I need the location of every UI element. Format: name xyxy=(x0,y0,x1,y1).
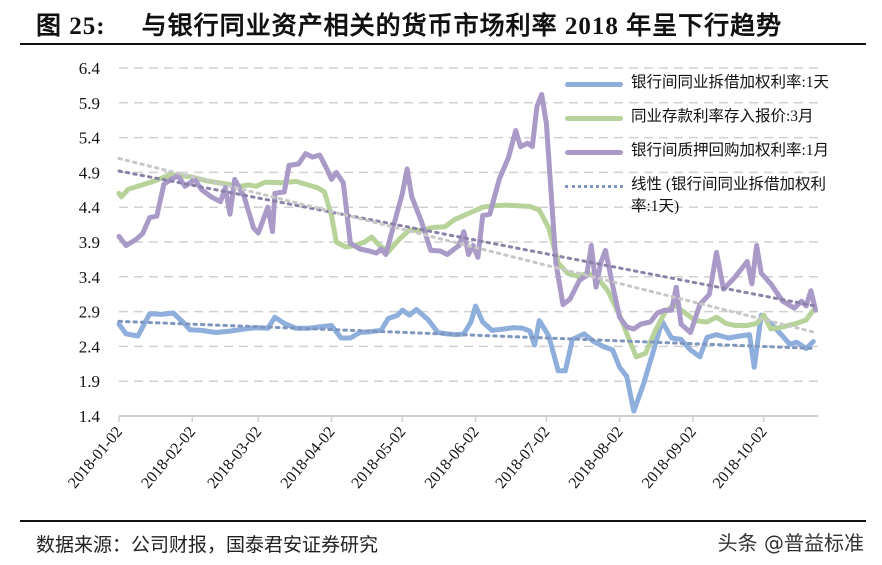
y-tick-label: 5.9 xyxy=(79,94,100,113)
legend-swatch-purple xyxy=(565,150,623,155)
legend: 银行间同业拆借加权利率:1天 同业存款利率存入报价:3月 银行间质押回购加权利率… xyxy=(565,72,865,224)
trend-line-2 xyxy=(117,157,818,334)
gridlines xyxy=(119,67,818,382)
y-axis: 6.4 5.9 5.4 4.9 4.4 3.9 3.4 2.9 2.4 1.9 1.4 xyxy=(79,59,101,426)
legend-swatch-green xyxy=(565,116,623,121)
y-tick-label: 2.4 xyxy=(79,337,101,356)
legend-swatch-blue xyxy=(565,82,623,87)
y-tick-label: 3.9 xyxy=(79,233,100,252)
series-line-1 xyxy=(116,172,816,360)
x-tick-label: 2018-07-02 xyxy=(492,424,553,492)
y-tick-label: 1.4 xyxy=(79,407,101,426)
legend-dotted-swatch xyxy=(565,185,623,188)
x-tick-label: 2018-09-02 xyxy=(639,424,700,492)
x-tick-label: 2018-04-02 xyxy=(278,424,339,492)
trend-line-1 xyxy=(117,169,818,308)
x-tick-label: 2018-10-02 xyxy=(710,424,771,492)
legend-item-repo-1m: 银行间质押回购加权利率:1月 xyxy=(565,140,865,174)
data-source: 数据来源：公司财报，国泰君安证券研究 xyxy=(36,535,379,556)
y-tick-label: 5.4 xyxy=(79,129,101,148)
x-axis: 2018-01-02 2018-02-02 2018-03-02 2018-04-02… xyxy=(65,415,818,492)
x-tick-label: 2018-08-02 xyxy=(566,424,627,492)
line-chart: 6.4 5.9 5.4 4.9 4.4 3.9 3.4 2.9 2.4 1.9 1.4 2018-0… xyxy=(65,59,819,492)
bottom-rule xyxy=(20,520,866,522)
y-tick-label: 3.4 xyxy=(79,268,101,287)
y-tick-label: 2.9 xyxy=(79,303,100,322)
series-lines xyxy=(116,91,819,414)
x-tick-label: 2018-03-02 xyxy=(204,424,265,492)
legend-item-interbank-1d: 银行间同业拆借加权利率:1天 xyxy=(565,72,865,106)
figure-title-text: 与银行同业资产相关的货币市场利率 2018 年呈下行趋势 xyxy=(141,13,783,40)
x-tick-label: 2018-05-02 xyxy=(348,424,409,492)
y-tick-label: 4.9 xyxy=(79,163,100,182)
x-tick-label: 2018-01-02 xyxy=(65,424,126,492)
x-tick-label: 2018-02-02 xyxy=(138,424,199,492)
trend-line-0 xyxy=(117,319,818,350)
y-tick-label: 6.4 xyxy=(79,59,101,78)
figure-number: 图 25: xyxy=(36,13,106,40)
x-tick-label: 2018-06-02 xyxy=(422,424,483,492)
series-line-2 xyxy=(116,91,819,335)
watermark: 头条 @普益标准 xyxy=(717,531,864,555)
legend-item-deposit-3m: 同业存款利率存入报价:3月 xyxy=(565,106,865,140)
y-tick-label: 4.4 xyxy=(79,198,101,217)
y-tick-label: 1.9 xyxy=(79,372,100,391)
legend-item-linear-trend: 线性 (银行间同业拆借加权利率:1天) xyxy=(565,174,865,224)
figure-title: 图 25: 与银行同业资产相关的货币市场利率 2018 年呈下行趋势 xyxy=(36,6,782,42)
top-rule xyxy=(20,43,866,45)
